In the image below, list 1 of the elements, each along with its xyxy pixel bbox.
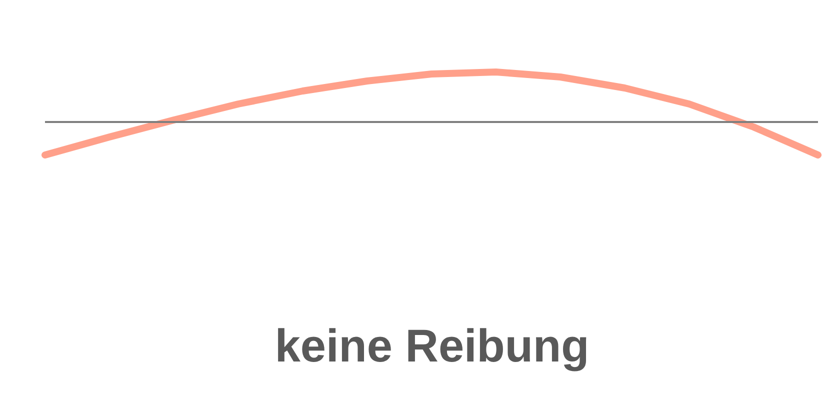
x-axis-title: keine Reibung [274,320,590,372]
